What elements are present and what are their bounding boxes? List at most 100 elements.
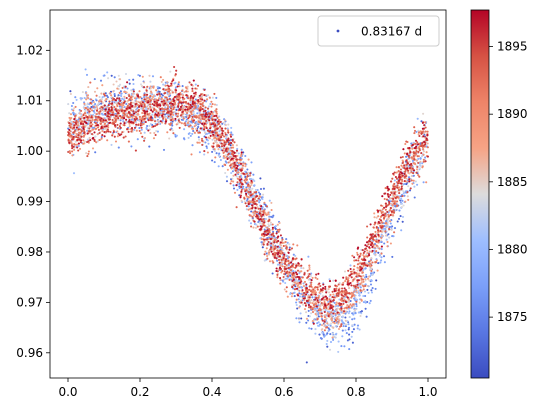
data-point bbox=[414, 139, 418, 142]
data-point bbox=[106, 139, 109, 142]
data-point bbox=[184, 86, 188, 89]
data-point bbox=[227, 147, 230, 150]
data-point bbox=[355, 289, 358, 292]
data-point bbox=[85, 152, 88, 155]
data-point bbox=[128, 122, 131, 125]
data-point bbox=[240, 148, 243, 151]
data-point bbox=[119, 99, 122, 103]
data-point bbox=[80, 98, 83, 101]
data-point bbox=[213, 148, 216, 151]
data-point bbox=[348, 292, 351, 295]
data-point bbox=[136, 103, 140, 107]
data-point bbox=[121, 116, 124, 119]
data-point bbox=[385, 221, 388, 224]
data-point bbox=[249, 196, 253, 199]
data-point bbox=[99, 122, 102, 125]
data-point bbox=[267, 223, 270, 226]
data-point bbox=[175, 108, 178, 111]
data-point bbox=[232, 187, 236, 190]
data-point bbox=[124, 135, 127, 138]
data-point bbox=[165, 108, 168, 111]
data-point bbox=[139, 96, 142, 99]
data-point bbox=[218, 115, 221, 118]
data-point bbox=[340, 324, 343, 328]
data-point bbox=[402, 204, 405, 207]
data-point bbox=[344, 293, 347, 296]
data-point bbox=[350, 291, 353, 294]
data-point bbox=[258, 222, 261, 225]
data-point bbox=[257, 197, 260, 200]
data-point bbox=[105, 120, 108, 123]
data-point bbox=[70, 120, 73, 123]
data-point bbox=[341, 320, 344, 323]
data-point bbox=[193, 107, 196, 110]
data-point bbox=[355, 275, 358, 278]
data-point bbox=[279, 282, 282, 285]
data-point bbox=[67, 139, 70, 142]
data-point bbox=[350, 276, 353, 279]
data-point bbox=[388, 228, 391, 231]
data-point bbox=[143, 136, 147, 140]
data-point bbox=[194, 123, 197, 126]
data-point bbox=[184, 100, 188, 104]
data-point bbox=[204, 141, 207, 144]
data-point bbox=[404, 175, 407, 178]
data-point bbox=[138, 90, 141, 93]
data-point bbox=[243, 188, 246, 191]
data-point bbox=[154, 124, 157, 127]
data-point bbox=[101, 130, 104, 133]
data-point bbox=[342, 299, 345, 302]
data-point bbox=[363, 250, 366, 253]
data-point bbox=[398, 186, 401, 189]
data-point bbox=[97, 115, 100, 118]
data-point bbox=[365, 245, 369, 248]
data-point bbox=[236, 177, 239, 180]
data-point bbox=[236, 154, 239, 157]
data-point bbox=[292, 253, 295, 256]
data-point bbox=[255, 199, 259, 202]
data-point bbox=[174, 106, 178, 109]
data-point bbox=[205, 119, 208, 123]
data-point bbox=[101, 96, 104, 99]
data-point bbox=[397, 188, 400, 192]
data-point bbox=[377, 251, 380, 254]
data-point bbox=[372, 226, 375, 229]
data-point bbox=[413, 185, 416, 188]
data-point bbox=[266, 229, 269, 232]
data-point bbox=[313, 307, 316, 310]
data-point bbox=[278, 261, 281, 264]
data-point bbox=[422, 112, 425, 115]
data-point bbox=[314, 293, 317, 296]
data-point bbox=[351, 341, 354, 344]
data-point bbox=[168, 87, 171, 90]
data-point bbox=[199, 116, 202, 119]
data-point bbox=[103, 94, 107, 97]
data-point bbox=[251, 198, 254, 201]
data-point bbox=[283, 272, 286, 276]
data-point bbox=[240, 158, 243, 161]
data-point bbox=[342, 325, 345, 328]
data-point bbox=[112, 122, 116, 125]
data-point bbox=[89, 102, 92, 105]
data-point bbox=[220, 136, 223, 139]
data-point bbox=[254, 188, 257, 191]
data-point bbox=[169, 84, 172, 87]
data-point bbox=[94, 151, 97, 154]
data-point bbox=[195, 129, 199, 132]
data-point bbox=[317, 296, 320, 299]
data-point bbox=[352, 303, 355, 306]
data-point bbox=[178, 126, 181, 129]
data-point bbox=[225, 147, 228, 150]
data-point bbox=[93, 111, 96, 114]
data-point bbox=[295, 264, 298, 267]
data-point bbox=[224, 131, 227, 134]
data-point bbox=[191, 109, 194, 112]
data-point bbox=[369, 262, 372, 265]
data-point bbox=[369, 259, 372, 262]
data-point bbox=[418, 162, 422, 165]
data-point bbox=[364, 284, 367, 287]
data-point bbox=[78, 147, 82, 150]
data-point bbox=[322, 305, 326, 309]
data-point bbox=[203, 118, 206, 121]
data-point bbox=[139, 124, 142, 127]
